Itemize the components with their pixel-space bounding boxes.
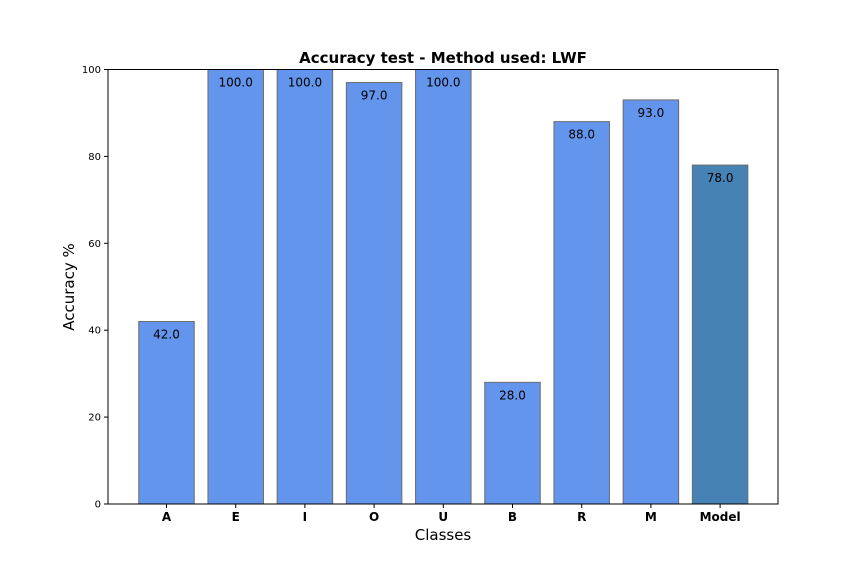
y-tick-label-40: 40 [88, 326, 101, 337]
data-label-m: 93.0 [638, 106, 665, 120]
chart-title: Accuracy test - Method used: LWF [299, 49, 587, 67]
data-label-b: 28.0 [499, 388, 526, 402]
y-axis-label: Accuracy % [60, 243, 78, 331]
bar-u [415, 69, 472, 505]
x-tick-label-b: B [508, 510, 517, 524]
bar-b [484, 381, 541, 505]
bar-e [207, 69, 264, 505]
y-tick-label-80: 80 [88, 152, 101, 163]
data-label-i: 100.0 [288, 76, 322, 90]
x-tick-label-m: M [645, 510, 657, 524]
data-label-e: 100.0 [219, 76, 253, 90]
data-label-r: 88.0 [568, 128, 595, 142]
x-tick-label-i: I [303, 510, 307, 524]
x-tick-label-e: E [232, 510, 240, 524]
x-tick-label-u: U [438, 510, 448, 524]
data-labels-group: 42.0 100.0 100.0 97.0 100.0 28.0 88.0 93.0 78.0 [153, 76, 733, 403]
y-tick-label-0: 0 [95, 500, 101, 511]
bar-o [345, 82, 403, 505]
x-tick-label-o: O [369, 510, 379, 524]
x-tick-label-model: Model [700, 510, 741, 524]
bar-a [138, 321, 195, 505]
x-axis-label: Classes [415, 526, 472, 544]
bars-group [138, 69, 749, 505]
data-label-model: 78.0 [707, 171, 734, 185]
y-tick-label-100: 100 [82, 65, 101, 76]
bar-m [622, 99, 680, 505]
x-axis: A E I O U B R M Model [162, 504, 741, 524]
y-tick-label-60: 60 [88, 239, 101, 250]
y-tick-label-20: 20 [88, 413, 101, 424]
y-axis: 0 20 40 60 80 100 [82, 65, 108, 511]
bar-model [691, 164, 749, 505]
data-label-o: 97.0 [361, 89, 388, 103]
x-tick-label-r: R [577, 510, 586, 524]
bar-r [553, 121, 610, 505]
data-label-a: 42.0 [153, 328, 180, 342]
data-label-u: 100.0 [426, 76, 460, 90]
x-tick-label-a: A [162, 510, 172, 524]
bar-i [276, 69, 334, 505]
